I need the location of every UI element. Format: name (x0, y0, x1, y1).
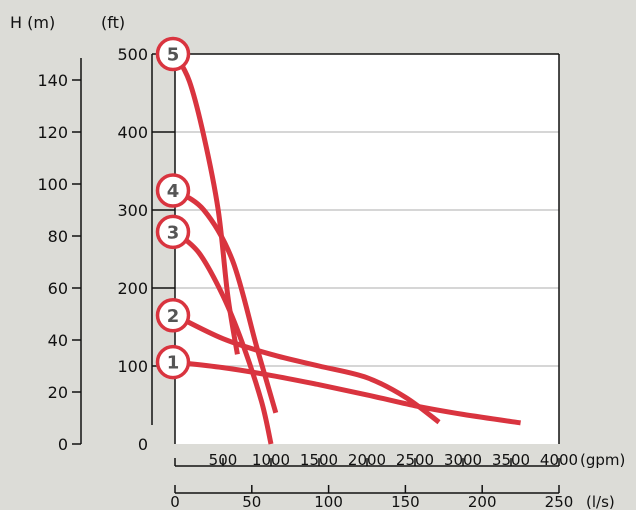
m-axis-unit-label: H (m) (10, 13, 55, 32)
ft-axis-unit-label: (ft) (101, 13, 125, 32)
curve-badge-2 (155, 298, 191, 333)
curve-badge-label: 3 (167, 222, 180, 243)
ft-axis-tick-label: 0 (138, 435, 148, 454)
curve-2 (173, 313, 441, 425)
ft-axis-tick-label: 300 (117, 201, 148, 220)
m-axis-tick-label: 100 (37, 175, 68, 194)
gpm-axis-tick-label: 1500 (300, 451, 338, 469)
gpm-axis-tick-label: 500 (209, 451, 238, 469)
ls-axis-tick-label: 250 (545, 493, 574, 510)
ft-axis-tick-label: 100 (117, 357, 148, 376)
ft-axis-tick-label: 400 (117, 123, 148, 142)
curve-badge-5 (155, 36, 191, 72)
curve-badge-label: 1 (167, 353, 180, 374)
ft-axis-tick-label: 500 (117, 45, 148, 64)
curve-badges: 1 2 3 4 5 (155, 36, 191, 380)
ls-axis-tick-label: 100 (314, 493, 343, 510)
m-axis-tick-label: 40 (48, 331, 68, 350)
gpm-axis-unit-label: (gpm) (580, 451, 625, 469)
m-axis-tick-label: 140 (37, 71, 68, 90)
plot-area (175, 54, 559, 444)
curve-badge-1 (155, 344, 191, 380)
ls-axis-tick-label: 50 (242, 493, 261, 510)
curve-badge-label: 4 (167, 181, 180, 202)
ls-axis-tick-label: 200 (468, 493, 497, 510)
ls-axis-tick-label: 150 (391, 493, 420, 510)
curve-badge-label: 2 (167, 306, 180, 327)
curve-badge-3 (155, 214, 191, 250)
curve-1 (174, 359, 521, 426)
curve-5 (172, 52, 240, 355)
m-axis-tick-label: 120 (37, 123, 68, 142)
m-axis-tick-label: 20 (48, 383, 68, 402)
curve-badge-label: 5 (167, 45, 180, 66)
gpm-axis-tick-label: 1000 (252, 451, 290, 469)
gpm-axis-tick-label: 3500 (492, 451, 530, 469)
gpm-axis-tick-label: 2500 (396, 451, 434, 469)
m-axis-tick-label: 80 (48, 227, 68, 246)
gpm-axis-tick-label: 2000 (348, 451, 386, 469)
ls-axis-unit-label: (l/s) (586, 493, 615, 510)
gpm-axis-tick-label: 3000 (444, 451, 482, 469)
m-axis-tick-label: 60 (48, 279, 68, 298)
curve-badge-4 (155, 173, 191, 208)
m-axis-tick-label: 0 (58, 435, 68, 454)
gpm-axis-tick-label: 4000 (540, 451, 578, 469)
performance-curves (172, 52, 521, 445)
curve-4 (173, 188, 279, 414)
ls-axis-tick-label: 0 (170, 493, 180, 510)
ft-axis-tick-label: 200 (117, 279, 148, 298)
